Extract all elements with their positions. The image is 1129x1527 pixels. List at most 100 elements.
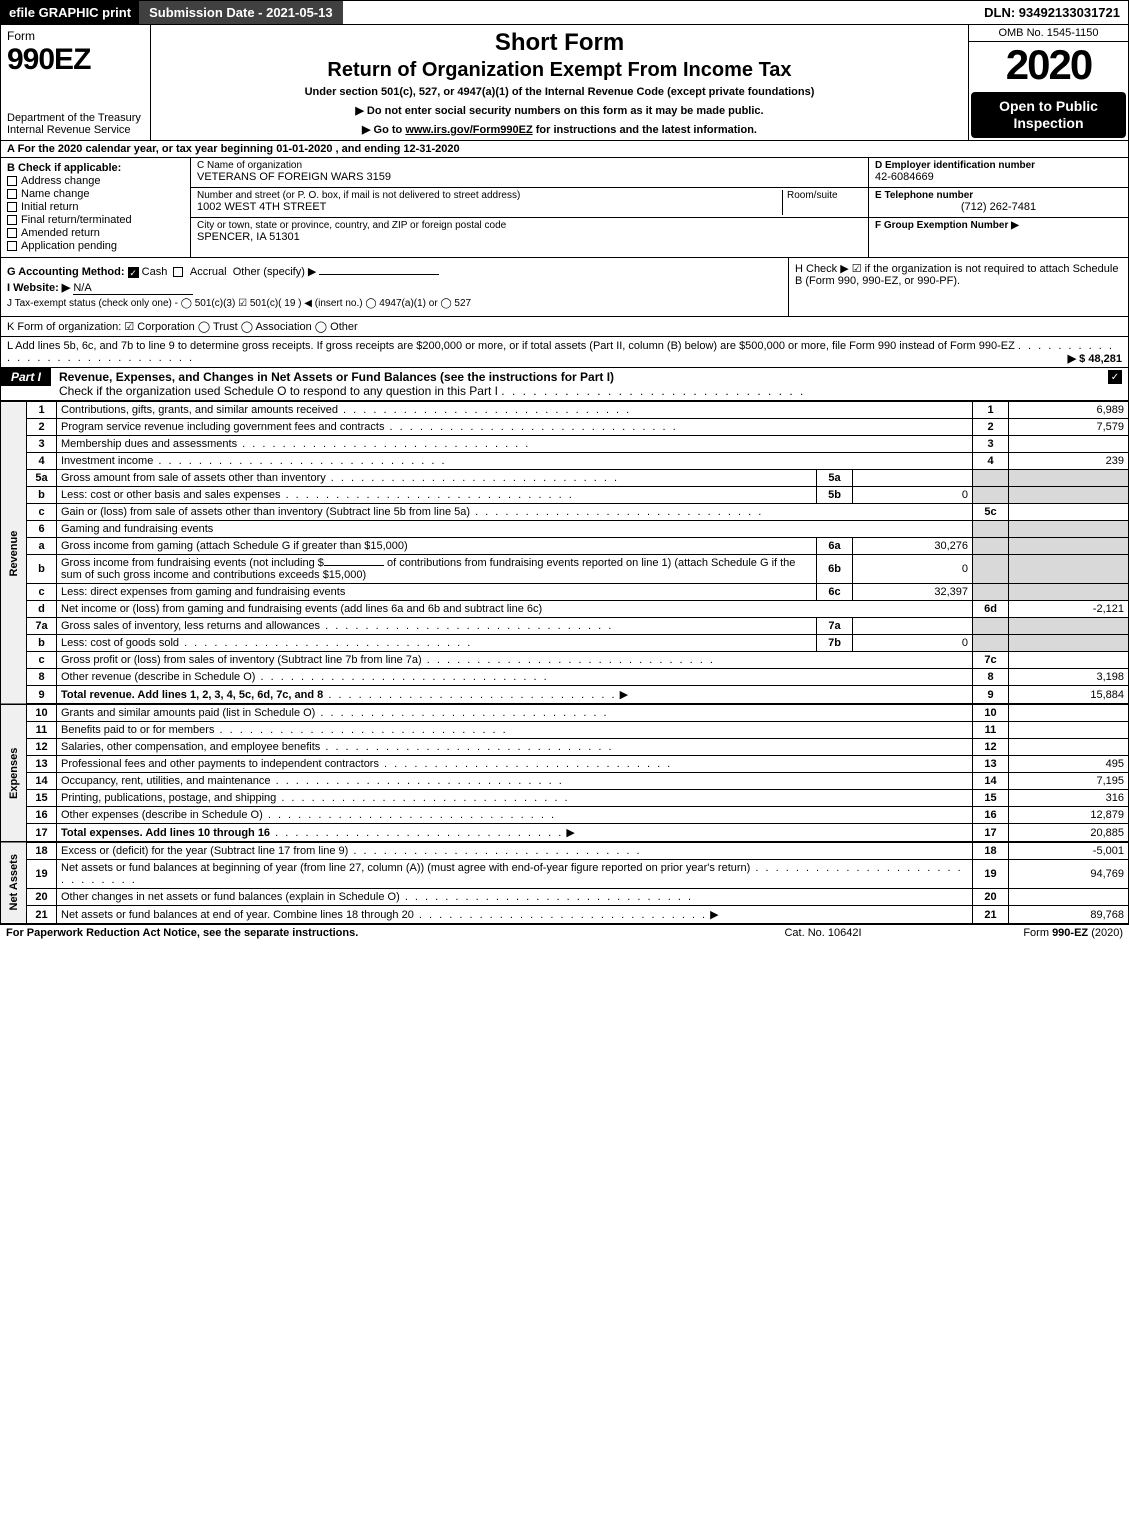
efile-label[interactable]: efile GRAPHIC print xyxy=(1,1,139,24)
part1-tab: Part I xyxy=(1,368,51,386)
section-c: C Name of organization VETERANS OF FOREI… xyxy=(191,158,868,257)
form-header: Form 990EZ Department of the Treasury In… xyxy=(0,25,1129,141)
chk-name-change[interactable]: Name change xyxy=(7,188,184,200)
form-number: 990EZ xyxy=(7,43,144,77)
subtitle-1: Under section 501(c), 527, or 4947(a)(1)… xyxy=(159,86,960,98)
footer-right: Form 990-EZ (2020) xyxy=(923,927,1123,939)
row-7b: b Less: cost of goods sold 7b 0 xyxy=(1,635,1129,652)
row-8: 8 Other revenue (describe in Schedule O)… xyxy=(1,669,1129,686)
row-17: 17 Total expenses. Add lines 10 through … xyxy=(1,824,1129,843)
page-footer: For Paperwork Reduction Act Notice, see … xyxy=(0,924,1129,941)
row-5a: 5a Gross amount from sale of assets othe… xyxy=(1,470,1129,487)
l-text: L Add lines 5b, 6c, and 7b to line 9 to … xyxy=(7,340,1015,352)
part1-title-text: Revenue, Expenses, and Changes in Net As… xyxy=(59,370,614,384)
row-2: 2 Program service revenue including gove… xyxy=(1,419,1129,436)
org-name: VETERANS OF FOREIGN WARS 3159 xyxy=(197,171,862,183)
sidelabel-expenses: Expenses xyxy=(1,704,27,842)
irs-link[interactable]: www.irs.gov/Form990EZ xyxy=(405,124,532,136)
row-4: 4 Investment income 4 239 xyxy=(1,453,1129,470)
website-value: N/A xyxy=(73,282,193,295)
line-l: L Add lines 5b, 6c, and 7b to line 9 to … xyxy=(0,337,1129,368)
city-label: City or town, state or province, country… xyxy=(197,220,862,231)
group-exemption-row: F Group Exemption Number ▶ xyxy=(869,218,1128,248)
g-accrual: Accrual xyxy=(190,266,227,278)
row-6c: c Less: direct expenses from gaming and … xyxy=(1,584,1129,601)
top-bar: efile GRAPHIC print Submission Date - 20… xyxy=(0,0,1129,25)
r1-outval: 6,989 xyxy=(1009,402,1129,419)
line-i: I Website: ▶ N/A xyxy=(7,281,782,295)
room-label: Room/suite xyxy=(787,190,862,201)
checkbox-icon xyxy=(173,267,183,277)
row-5b: b Less: cost or other basis and sales ex… xyxy=(1,487,1129,504)
line-h: H Check ▶ ☑ if the organization is not r… xyxy=(788,258,1128,316)
chk-final-return[interactable]: Final return/terminated xyxy=(7,214,184,226)
row-6d: d Net income or (loss) from gaming and f… xyxy=(1,601,1129,618)
footer-center: Cat. No. 10642I xyxy=(723,927,923,939)
form-table: Revenue 1 Contributions, gifts, grants, … xyxy=(0,401,1129,924)
line-a: A For the 2020 calendar year, or tax yea… xyxy=(0,141,1129,158)
chk-app-pending[interactable]: Application pending xyxy=(7,240,184,252)
row-6a: a Gross income from gaming (attach Sched… xyxy=(1,538,1129,555)
r1-outnum: 1 xyxy=(973,402,1009,419)
tax-year: 2020 xyxy=(969,42,1128,90)
row-12: 12 Salaries, other compensation, and emp… xyxy=(1,739,1129,756)
dln-number: DLN: 93492133031721 xyxy=(976,1,1128,24)
chk-amended[interactable]: Amended return xyxy=(7,227,184,239)
line-j: J Tax-exempt status (check only one) - ◯… xyxy=(7,298,782,309)
footer-left: For Paperwork Reduction Act Notice, see … xyxy=(6,927,723,939)
r1-desc: Contributions, gifts, grants, and simila… xyxy=(57,402,973,419)
row-14: 14 Occupancy, rent, utilities, and maint… xyxy=(1,773,1129,790)
g-other-input[interactable] xyxy=(319,274,439,275)
row-13: 13 Professional fees and other payments … xyxy=(1,756,1129,773)
dept-treasury: Department of the Treasury Internal Reve… xyxy=(7,112,144,136)
row-9: 9 Total revenue. Add lines 1, 2, 3, 4, 5… xyxy=(1,686,1129,705)
row-1: Revenue 1 Contributions, gifts, grants, … xyxy=(1,402,1129,419)
subtitle-2: ▶ Do not enter social security numbers o… xyxy=(159,104,960,117)
row-6: 6 Gaming and fundraising events xyxy=(1,521,1129,538)
omb-number: OMB No. 1545-1150 xyxy=(969,25,1128,42)
checkbox-icon xyxy=(7,228,17,238)
subtitle-3: ▶ Go to www.irs.gov/Form990EZ for instru… xyxy=(159,123,960,136)
topbar-spacer xyxy=(343,1,977,24)
sidelabel-revenue: Revenue xyxy=(1,402,27,705)
header-center: Short Form Return of Organization Exempt… xyxy=(151,25,968,140)
org-name-row: C Name of organization VETERANS OF FOREI… xyxy=(191,158,868,188)
ghij-left: G Accounting Method: ✓ Cash Accrual Othe… xyxy=(1,258,788,316)
l-amount: ▶ $ 48,281 xyxy=(1068,352,1122,365)
row-3: 3 Membership dues and assessments 3 xyxy=(1,436,1129,453)
row-7a: 7a Gross sales of inventory, less return… xyxy=(1,618,1129,635)
form-label: Form xyxy=(7,29,144,43)
row-5c: c Gain or (loss) from sale of assets oth… xyxy=(1,504,1129,521)
g-other: Other (specify) ▶ xyxy=(233,266,317,278)
open-to-public-badge: Open to Public Inspection xyxy=(971,92,1126,138)
row-6b: b Gross income from fundraising events (… xyxy=(1,555,1129,584)
part1-checkbox[interactable]: ✓ xyxy=(1108,370,1122,384)
sub3-post: for instructions and the latest informat… xyxy=(533,124,757,136)
section-b-title: B Check if applicable: xyxy=(7,162,184,174)
submission-date: Submission Date - 2021-05-13 xyxy=(139,1,343,24)
sub3-pre: ▶ Go to xyxy=(362,124,405,136)
part1-title: Revenue, Expenses, and Changes in Net As… xyxy=(51,368,1102,400)
r1-num: 1 xyxy=(27,402,57,419)
main-title: Return of Organization Exempt From Incom… xyxy=(159,59,960,82)
city-value: SPENCER, IA 51301 xyxy=(197,231,862,243)
info-block: B Check if applicable: Address change Na… xyxy=(0,158,1129,258)
row-21: 21 Net assets or fund balances at end of… xyxy=(1,906,1129,924)
city-row: City or town, state or province, country… xyxy=(191,218,868,248)
name-label: C Name of organization xyxy=(197,160,862,171)
chk-address-change[interactable]: Address change xyxy=(7,175,184,187)
address-row: Number and street (or P. O. box, if mail… xyxy=(191,188,868,218)
row-10: Expenses 10 Grants and similar amounts p… xyxy=(1,704,1129,722)
row-15: 15 Printing, publications, postage, and … xyxy=(1,790,1129,807)
checkbox-icon xyxy=(7,202,17,212)
part1-header: Part I Revenue, Expenses, and Changes in… xyxy=(0,368,1129,401)
row-18: Net Assets 18 Excess or (deficit) for th… xyxy=(1,842,1129,860)
chk-initial-return[interactable]: Initial return xyxy=(7,201,184,213)
dept-text: Department of the Treasury xyxy=(7,112,141,124)
header-left: Form 990EZ Department of the Treasury In… xyxy=(1,25,151,140)
ein-label: D Employer identification number xyxy=(875,160,1122,171)
fundraising-amount-input[interactable] xyxy=(324,565,384,566)
checkbox-icon xyxy=(7,241,17,251)
dots xyxy=(501,384,805,398)
g-label: G Accounting Method: xyxy=(7,266,125,278)
